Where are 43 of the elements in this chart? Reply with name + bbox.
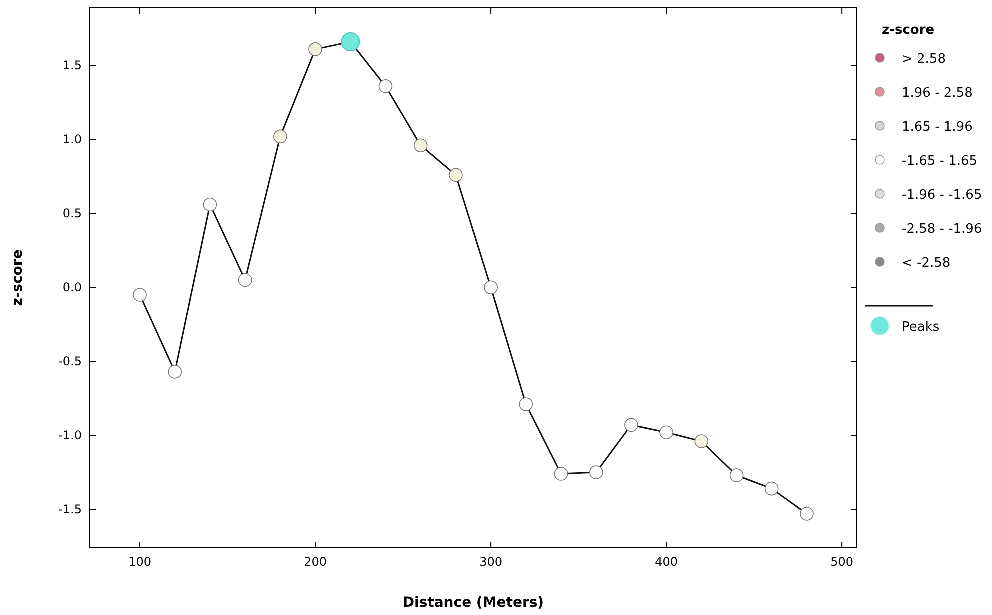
legend-label: -2.58 - -1.96 [902,222,982,237]
legend-label: 1.96 - 2.58 [902,86,973,101]
legend-label: -1.96 - -1.65 [902,188,982,203]
x-tick-label: 100 [128,555,152,569]
point [449,168,463,182]
legend-title: z-score [882,23,935,38]
point [694,434,709,448]
point [624,418,638,432]
point [378,80,393,94]
point [133,288,147,302]
x-tick-label: 300 [480,555,503,569]
y-tick-label: 0.0 [62,280,82,295]
point [730,468,744,482]
y-tick-label: -1.5 [58,502,82,517]
y-tick-label: 0.5 [62,206,82,221]
x-tick-label: 400 [655,555,678,569]
point [168,365,182,379]
point [203,198,218,212]
legend-label: Peaks [902,320,940,335]
y-tick-label: 1.5 [62,58,82,73]
point [274,130,288,144]
x-tick-label: 200 [304,555,327,569]
point [764,482,779,496]
point [414,138,428,152]
point [308,42,322,56]
legend-label: -1.65 - 1.65 [902,154,978,169]
legend-label: < -2.58 [902,256,951,271]
point [238,273,252,288]
x-tick-label: 500 [830,555,854,569]
point [554,467,568,481]
point [660,426,674,440]
point [589,466,604,480]
point [341,32,360,52]
y-axis-title: z-score [10,250,26,306]
y-tick-label: 1.0 [62,132,82,147]
point [484,280,498,295]
point [800,507,814,521]
legend-label: 1.65 - 1.96 [902,120,973,135]
point [519,398,534,412]
x-axis-title: Distance (Meters) [402,595,544,611]
y-tick-label: -0.5 [58,354,82,369]
y-tick-label: -1.0 [58,428,82,443]
legend-label: > 2.58 [902,52,946,67]
